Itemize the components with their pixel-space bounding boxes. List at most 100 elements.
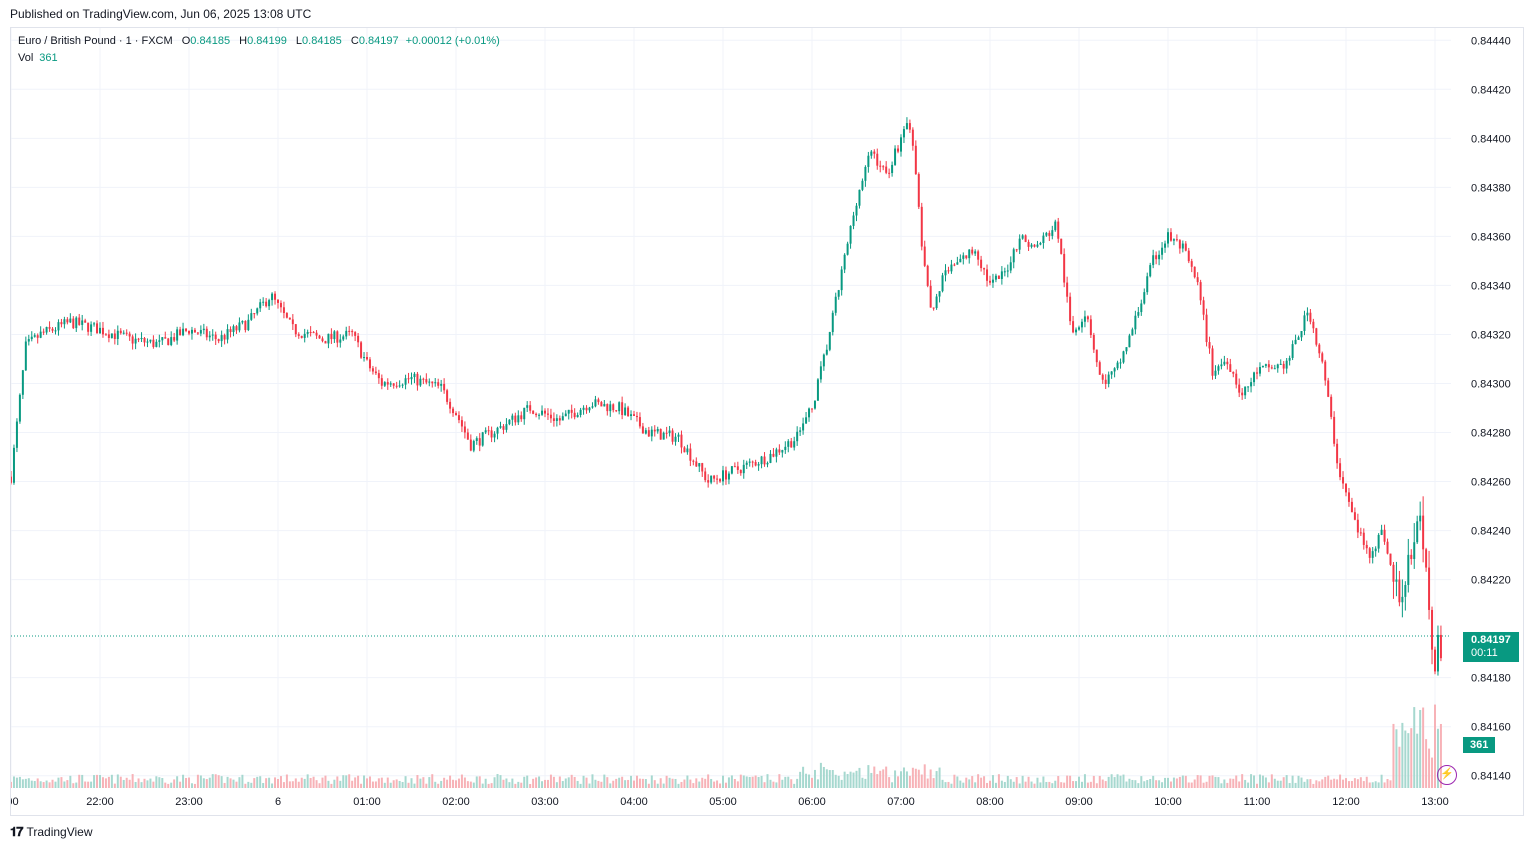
candle-body xyxy=(846,243,849,255)
candle-body xyxy=(1134,315,1137,330)
volume-bar xyxy=(389,782,392,788)
volume-bar xyxy=(808,774,811,788)
volume-bar xyxy=(668,777,671,788)
volume-bar xyxy=(900,771,902,788)
candle-body xyxy=(621,402,624,416)
candle-body xyxy=(217,339,220,342)
volume-bar xyxy=(27,778,30,788)
candle-body xyxy=(1321,353,1324,362)
candle-body xyxy=(745,462,748,465)
volume-bar xyxy=(1181,775,1184,788)
volume-bar xyxy=(683,779,686,788)
candle-body xyxy=(1264,364,1267,366)
candle-body xyxy=(772,453,775,457)
volume-bar xyxy=(1398,746,1401,788)
volume-bar xyxy=(104,778,107,788)
candle-body xyxy=(600,402,603,407)
volume-bar xyxy=(1232,778,1235,788)
candle-body xyxy=(428,381,431,383)
candle-body xyxy=(805,417,808,424)
volume-bar xyxy=(864,778,867,788)
volume-bar xyxy=(12,776,15,788)
candle-body xyxy=(422,378,425,380)
volume-bar xyxy=(917,769,920,788)
volume-bar xyxy=(867,765,870,788)
volume-bar xyxy=(1294,782,1297,788)
candle-body xyxy=(1051,230,1054,236)
candle-body xyxy=(905,123,908,130)
volume-bar xyxy=(1214,776,1217,788)
candle-body xyxy=(858,189,861,206)
volume-bar xyxy=(1258,774,1261,788)
candle-body xyxy=(1202,300,1205,315)
volume-bar xyxy=(1024,781,1027,788)
candle-body xyxy=(517,415,520,423)
candle-body xyxy=(1309,312,1312,322)
candle-body xyxy=(36,335,39,338)
volume-bar xyxy=(627,779,630,788)
candle-body xyxy=(549,414,552,419)
symbol-title[interactable]: Euro / British Pound · 1 · FXCM xyxy=(18,35,173,47)
candle-body xyxy=(1336,443,1339,464)
candle-body xyxy=(1235,373,1238,385)
volume-bar xyxy=(185,777,188,788)
candle-body xyxy=(1128,335,1131,348)
volume-bar xyxy=(1101,779,1104,788)
volume-bar xyxy=(413,783,416,788)
volume-bar xyxy=(730,775,733,788)
candle-body xyxy=(1119,362,1122,364)
chart-frame[interactable]: 0.84440 0.84420 0.84400 0.84380 0.84360 0.843… xyxy=(10,27,1524,816)
candle-body xyxy=(689,448,692,461)
volume-bar xyxy=(294,778,297,788)
candle-body xyxy=(1436,634,1439,672)
candle-body xyxy=(570,409,573,413)
candle-body xyxy=(526,405,529,408)
volume-bar xyxy=(1350,780,1353,788)
candle-body xyxy=(656,429,659,432)
volume-bar xyxy=(277,778,279,788)
candle-body xyxy=(220,335,223,342)
candle-body xyxy=(490,430,493,438)
volume-bar xyxy=(1267,782,1270,788)
candle-body xyxy=(532,410,535,414)
candle-body xyxy=(1285,360,1288,369)
volume-bar xyxy=(1143,781,1146,788)
candle-body xyxy=(437,382,440,386)
volume-bar xyxy=(383,782,386,788)
volume-bar xyxy=(1063,782,1066,788)
volume-bar xyxy=(1256,783,1258,788)
volume-bar xyxy=(1140,776,1143,788)
tradingview-logo[interactable]: 𝟏𝟕 TradingView xyxy=(10,824,93,840)
candle-body xyxy=(250,313,253,320)
candle-body xyxy=(371,368,374,372)
x-tick-label: :00 xyxy=(11,796,19,808)
volume-bar xyxy=(751,776,754,788)
volume-bar xyxy=(1324,776,1327,788)
volume-bar xyxy=(959,780,962,788)
candle-body xyxy=(1078,327,1080,330)
volume-bar xyxy=(1125,781,1128,788)
volume-bar xyxy=(544,779,546,788)
lightning-icon[interactable]: ⚡ xyxy=(1437,765,1457,785)
volume-bar xyxy=(1089,781,1092,788)
candle-body xyxy=(894,148,897,165)
volume-bar xyxy=(822,766,825,788)
candle-body xyxy=(443,383,446,391)
volume-bar xyxy=(481,783,484,788)
volume-bar xyxy=(1244,779,1247,788)
volume-value: 361 xyxy=(39,52,58,64)
candle-body xyxy=(606,404,609,412)
volume-bar xyxy=(882,769,885,788)
volume-bar xyxy=(674,778,677,788)
candle-body xyxy=(1359,532,1362,534)
candlestick-chart[interactable]: 0.84440 0.84420 0.84400 0.84380 0.84360 0.843… xyxy=(11,28,1525,817)
candle-body xyxy=(440,383,443,386)
volume-bar xyxy=(1270,774,1273,788)
candle-body xyxy=(994,275,997,280)
candle-body xyxy=(211,334,214,336)
candle-body xyxy=(392,383,395,386)
volume-bar xyxy=(374,781,377,788)
candle-body xyxy=(1110,371,1113,375)
candle-body xyxy=(991,279,994,283)
volume-bar xyxy=(238,777,241,788)
